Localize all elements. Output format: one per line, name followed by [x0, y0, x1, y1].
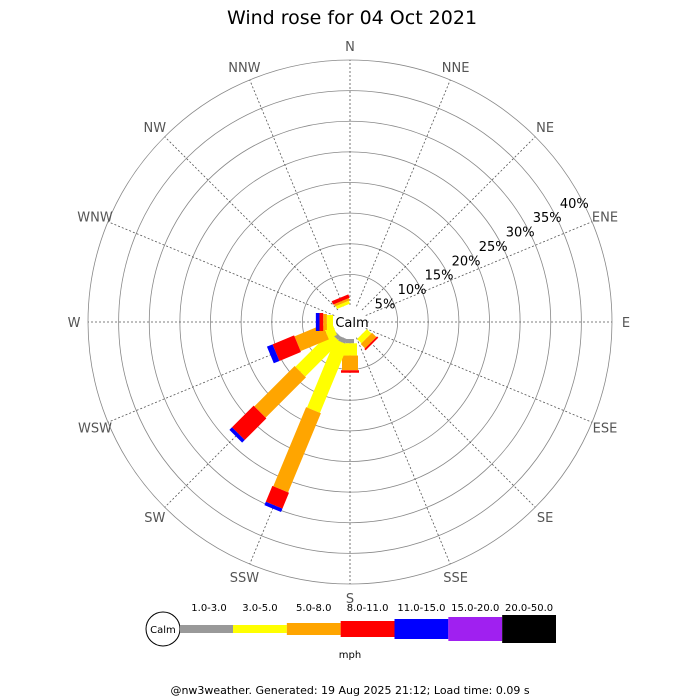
calm-label: Calm — [335, 316, 368, 331]
legend-bar-3 — [340, 621, 395, 637]
grid-spoke — [365, 221, 593, 316]
petal-ssw-bin-3 — [265, 485, 289, 509]
petal-ssw-bin-0 — [337, 336, 348, 344]
legend-bar-2 — [286, 623, 341, 635]
petal-ssw-bin-1 — [307, 339, 349, 413]
petal-wsw-bin-3 — [272, 335, 301, 361]
compass-label-se: SE — [537, 511, 553, 526]
compass-label-ene: ENE — [592, 210, 618, 225]
compass-label-wsw: WSW — [78, 422, 112, 437]
legend-label-5: 15.0-20.0 — [451, 603, 499, 614]
compass-label-sw: SW — [144, 511, 165, 526]
compass-label-n: N — [345, 40, 355, 55]
legend-unit-label: mph — [339, 650, 361, 661]
petal-w-bin-1 — [326, 315, 333, 329]
compass-label-nw: NW — [144, 121, 167, 136]
petal-s-bin-2 — [342, 355, 358, 371]
radial-tick-label: 35% — [533, 211, 562, 226]
petal-nnw-bin-1 — [335, 300, 350, 309]
radial-tick-label: 40% — [560, 197, 589, 212]
compass-label-ssw: SSW — [230, 571, 260, 586]
radial-tick-label: 25% — [479, 240, 508, 255]
petal-s-bin-3 — [341, 370, 359, 373]
radial-tick-label: 5% — [375, 297, 396, 312]
petal-sw-bin-1 — [295, 332, 340, 377]
compass-label-ne: NE — [536, 121, 554, 136]
compass-label-nnw: NNW — [228, 61, 260, 76]
compass-label-sse: SSE — [443, 571, 468, 586]
petal-s-bin-0 — [346, 339, 354, 344]
legend-bar-5 — [448, 617, 503, 641]
compass-label-s: S — [346, 592, 354, 607]
legend-bar-6 — [502, 615, 556, 643]
calm-center: Calm — [335, 308, 369, 336]
grid-spoke — [249, 79, 344, 307]
grid-ring — [148, 120, 552, 524]
petal-se-bin-2 — [360, 332, 377, 349]
legend-label-0: 1.0-3.0 — [191, 603, 226, 614]
legend-calm-label: Calm — [150, 625, 176, 636]
petal-w-bin-4 — [315, 313, 320, 331]
petal-se-bin-3 — [364, 336, 379, 351]
legend-label-4: 11.0-15.0 — [397, 603, 445, 614]
radial-tick-labels: 5%10%15%20%25%30%35%40% — [375, 197, 589, 313]
legend-bar-4 — [394, 619, 449, 639]
footer-text: @nw3weather. Generated: 19 Aug 2025 21:1… — [170, 684, 529, 697]
grid-spoke — [164, 136, 339, 311]
petal-w-bin-3 — [319, 313, 324, 331]
legend-label-2: 5.0-8.0 — [296, 603, 331, 614]
grid-spoke — [361, 333, 536, 508]
legend-label-6: 20.0-50.0 — [505, 603, 553, 614]
compass-labels: N NNE NE ENE E ESE SE SSE S SSW SW WSW W WNW NW NNW — [68, 40, 631, 607]
speed-legend: Calm mph 1.0-3.0 3.0-5.0 5.0-8.0 8.0-11.0 11… — [145, 603, 556, 661]
radial-tick-label: 15% — [425, 269, 454, 284]
legend-label-3: 8.0-11.0 — [347, 603, 389, 614]
grid-spoke — [107, 221, 335, 316]
chart-title: Wind rose for 04 Oct 2021 — [227, 7, 477, 29]
petal-nnw-bin-3 — [331, 294, 350, 305]
petal-wsw-bin-4 — [266, 344, 280, 364]
compass-label-nne: NNE — [442, 61, 470, 76]
radial-tick-label: 30% — [506, 226, 535, 241]
legend-label-1: 3.0-5.0 — [242, 603, 277, 614]
grid-spoke — [356, 79, 451, 307]
petal-se-bin-1 — [357, 329, 372, 344]
compass-label-e: E — [622, 316, 630, 331]
petal-ssw-bin-2 — [273, 407, 321, 493]
petal-sw-bin-2 — [254, 366, 306, 418]
grid-spoke — [361, 136, 536, 311]
legend-bar-1 — [233, 625, 287, 633]
grid-ring — [118, 90, 582, 554]
grid-spoke — [356, 337, 451, 565]
petal-w-bin-2 — [323, 314, 327, 330]
radial-tick-label: 10% — [398, 283, 427, 298]
compass-label-ese: ESE — [593, 422, 618, 437]
wind-petals — [229, 294, 379, 513]
petal-ssw-bin-4 — [264, 501, 283, 513]
calm-circle — [336, 308, 364, 336]
radial-tick-label: 20% — [452, 254, 481, 269]
petal-sw-bin-4 — [229, 427, 245, 443]
grid-ring — [240, 212, 460, 432]
petal-sw-bin-3 — [232, 405, 267, 440]
grid-spoke — [365, 328, 593, 423]
compass-label-w: W — [68, 316, 81, 331]
petal-nnw-bin-2 — [333, 298, 350, 307]
grid-ring — [210, 182, 490, 462]
petal-wsw-bin-2 — [294, 324, 329, 352]
compass-label-wnw: WNW — [77, 210, 113, 225]
